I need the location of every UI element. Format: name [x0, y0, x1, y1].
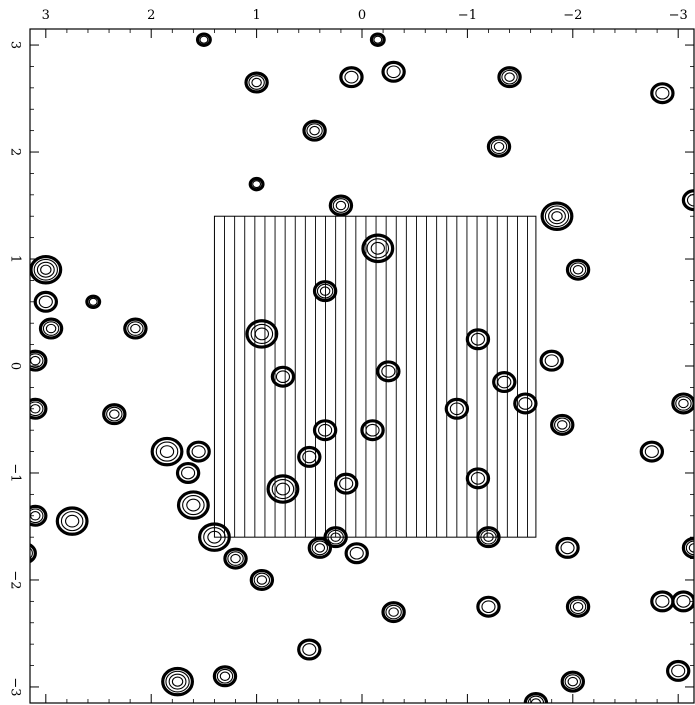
source-41	[555, 536, 580, 559]
y-tick-label-4: −1	[8, 463, 23, 482]
x-tick-label-3: 0	[358, 8, 366, 23]
source-51	[476, 595, 501, 618]
x-tick-label-0: 3	[42, 8, 50, 23]
source-28	[361, 233, 395, 264]
y-tick-label-0: 3	[8, 41, 23, 49]
y-tick-label-6: −3	[8, 677, 23, 696]
x-tick-label-5: −2	[563, 8, 582, 23]
source-17	[245, 319, 279, 349]
source-60	[560, 670, 585, 693]
source-38	[565, 258, 591, 281]
source-15	[249, 568, 275, 591]
source-21	[307, 536, 333, 559]
x-tick-label-4: −1	[458, 8, 477, 23]
source-19	[266, 474, 300, 504]
source-23	[344, 542, 369, 565]
source-54	[302, 119, 327, 142]
axis-ticks: 3 2 1 0 −1 −2 −3 3 2 1 0 −1 −2 −3	[8, 8, 694, 703]
sources-layer	[30, 32, 694, 703]
source-33	[465, 328, 491, 351]
source-40	[550, 413, 575, 436]
source-34	[492, 371, 517, 394]
y-tick-label-5: −2	[8, 570, 23, 589]
source-20	[297, 445, 322, 468]
source-29	[360, 419, 385, 442]
source-53	[244, 71, 269, 94]
hatched-region	[213, 215, 537, 538]
source-12	[176, 490, 210, 520]
source-64	[681, 189, 694, 212]
source-44	[381, 60, 406, 83]
source-57	[161, 666, 194, 697]
y-tick-label-1: 2	[8, 148, 23, 156]
source-1	[33, 290, 59, 313]
x-tick-label-1: 2	[147, 8, 155, 23]
source-47	[681, 536, 694, 559]
source-2	[38, 317, 64, 340]
plot-frame	[29, 28, 695, 704]
source-27	[328, 194, 354, 217]
source-6	[55, 506, 89, 536]
source-43	[497, 66, 522, 89]
source-4	[30, 397, 48, 420]
source-46	[671, 392, 694, 415]
source-9	[102, 403, 127, 426]
source-61	[650, 82, 675, 105]
source-50	[565, 595, 591, 618]
source-66	[195, 32, 212, 47]
source-30	[376, 360, 401, 383]
source-16	[186, 440, 211, 463]
hatched-region-border	[213, 215, 537, 538]
x-tick-label-6: −3	[669, 8, 688, 23]
x-tick-label-2: 1	[252, 8, 260, 23]
source-37	[540, 201, 574, 231]
source-65	[85, 294, 102, 310]
source-10	[150, 436, 184, 467]
source-55	[339, 66, 364, 89]
source-3	[30, 349, 48, 372]
source-62	[665, 659, 691, 682]
source-52	[381, 601, 406, 624]
y-tick-label-2: 1	[8, 255, 23, 263]
source-14	[223, 547, 248, 570]
source-0	[30, 254, 63, 285]
y-tick-label-3: 0	[8, 362, 23, 370]
source-59	[297, 638, 322, 661]
source-42	[486, 135, 512, 158]
source-35	[513, 392, 538, 415]
source-18	[270, 365, 296, 388]
source-56	[248, 176, 265, 192]
source-5	[30, 504, 48, 527]
source-8	[123, 317, 148, 340]
source-58	[212, 665, 238, 688]
source-49	[650, 590, 675, 613]
source-11	[175, 461, 201, 484]
source-39	[539, 349, 564, 372]
source-32	[465, 467, 491, 490]
source-7	[30, 543, 37, 564]
source-67	[369, 32, 386, 47]
source-45	[639, 440, 665, 463]
plot-border	[29, 28, 695, 704]
